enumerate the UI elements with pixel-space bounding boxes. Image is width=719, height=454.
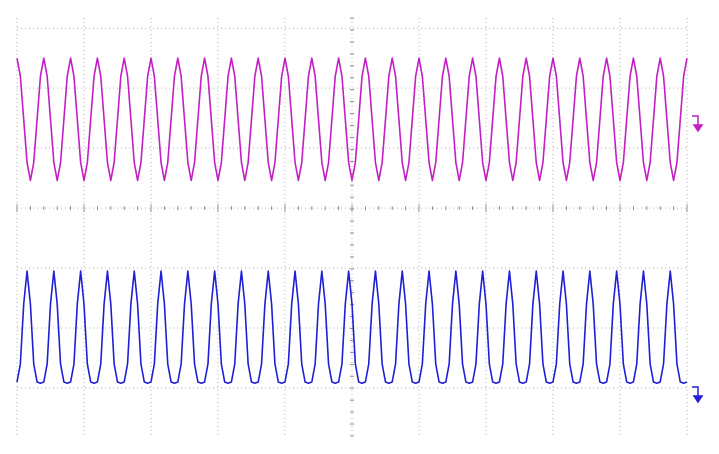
grid	[16, 17, 688, 437]
trace	[16, 270, 688, 385]
channel-1-marker	[692, 115, 704, 133]
channel-2-marker	[692, 386, 704, 404]
trace	[16, 57, 688, 182]
